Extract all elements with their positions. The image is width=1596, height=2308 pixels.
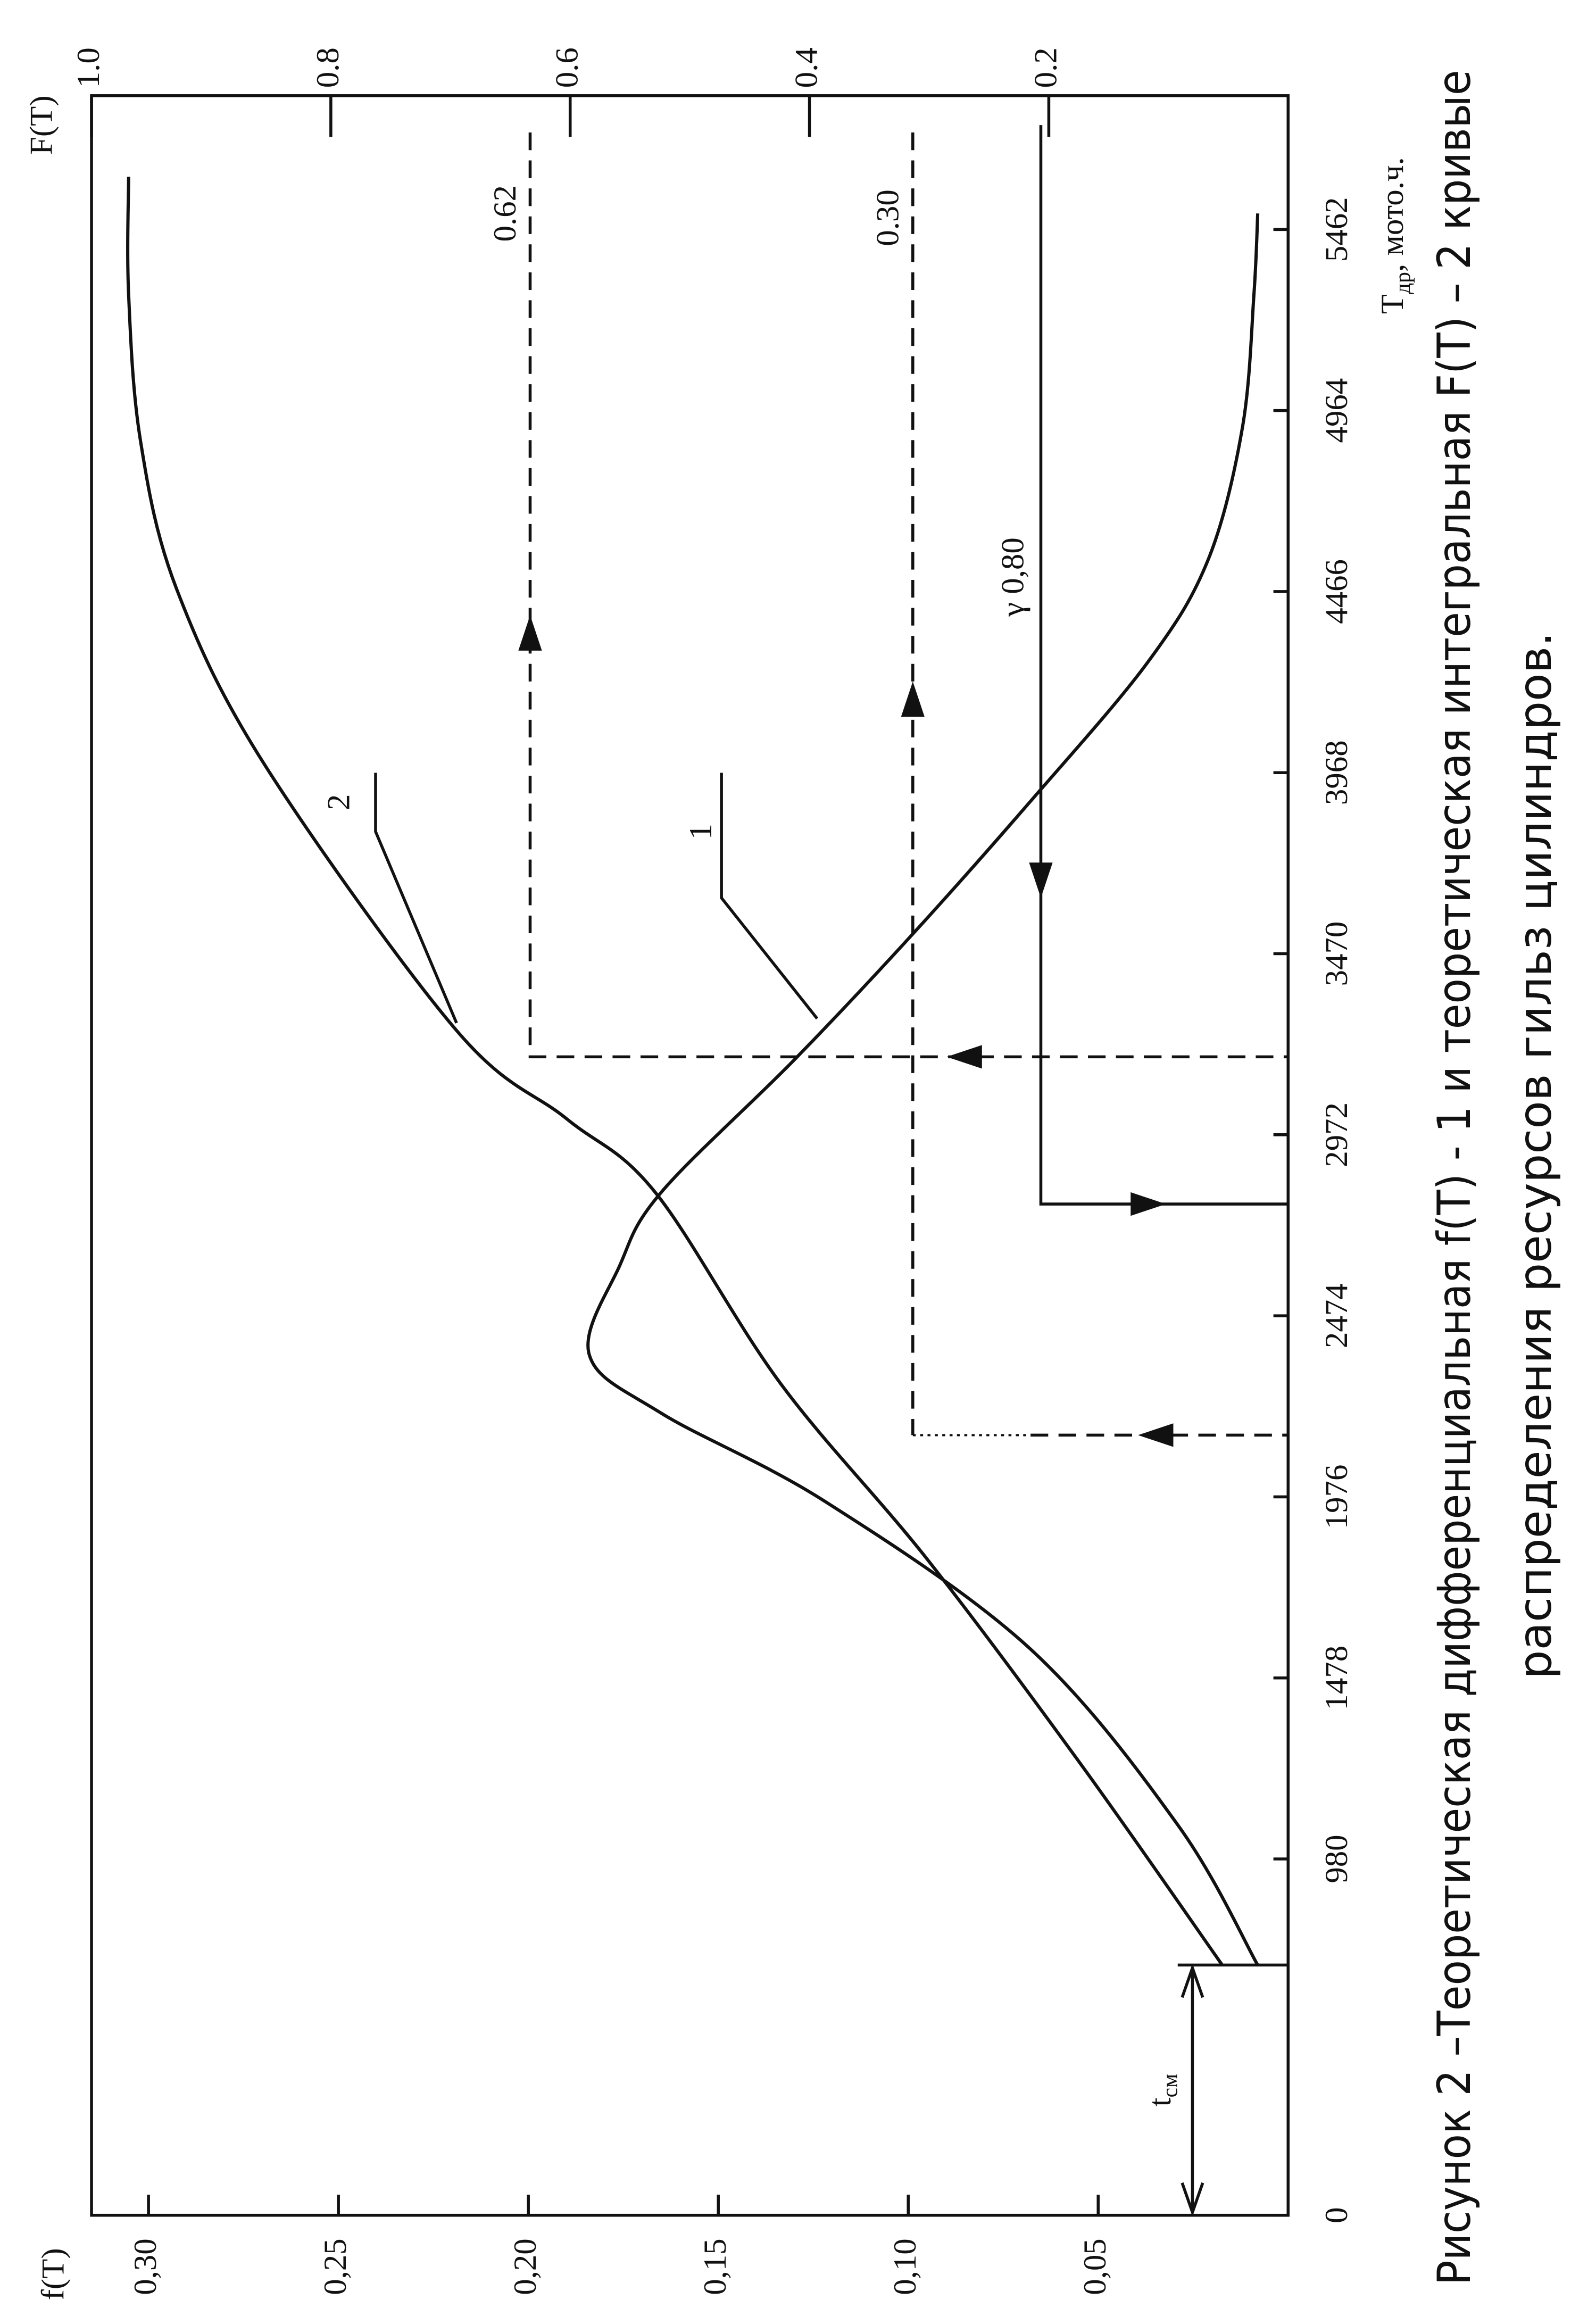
construction-line <box>528 132 1289 1059</box>
annotation: 0.62 <box>487 185 523 242</box>
arrow-head <box>1130 1192 1166 1216</box>
x-tick-label: 2972 <box>1319 1102 1354 1167</box>
construction-line <box>1039 125 1289 1206</box>
x-tick-label: 4466 <box>1319 559 1354 624</box>
y2-tick-label: 0.2 <box>1028 47 1063 88</box>
y-tick-label: 0,25 <box>318 2238 353 2295</box>
annotation: tсм <box>1142 2074 1182 2107</box>
x-tick-label: 3470 <box>1319 921 1354 986</box>
x-axis-title-sub: др <box>1390 272 1414 294</box>
y2-axis-title: F(T) <box>23 95 59 155</box>
x-tick-label: 980 <box>1319 1834 1354 1883</box>
arrow-head <box>1181 1963 1204 2217</box>
x-tick-label: 1478 <box>1319 1646 1354 1711</box>
annotation: γ 0,80 <box>995 537 1030 617</box>
curve <box>126 177 1224 1966</box>
annotation-sub: см <box>1157 2074 1182 2098</box>
curve <box>586 213 1260 1966</box>
y-tick-label: 0,05 <box>1077 2238 1113 2295</box>
y2-tick-label: 1.0 <box>71 47 106 88</box>
arrow-head <box>1138 1423 1174 1447</box>
x-tick-label: 5462 <box>1319 197 1354 262</box>
x-tick-label: 2474 <box>1319 1283 1354 1348</box>
arrow-head <box>901 681 925 717</box>
x-tick-label: 3968 <box>1319 740 1354 805</box>
y-tick-label: 0,15 <box>697 2238 733 2295</box>
x-axis-title: Tдр, мото.ч. <box>1375 157 1414 314</box>
x-axis-title-main: T <box>1375 294 1410 314</box>
x-axis-title-suffix: , мото.ч. <box>1375 157 1410 272</box>
curve-label: 2 <box>321 794 356 810</box>
plot-frame <box>90 94 1290 2217</box>
caption: распределения ресурсов гильз цилиндров. <box>1509 632 1562 1679</box>
y2-tick-label: 0.4 <box>789 47 825 88</box>
y-axis-title: f(T) <box>36 2248 71 2300</box>
pointer-line <box>720 773 819 1020</box>
curve-label: 1 <box>683 824 719 840</box>
arrow-head <box>518 615 542 651</box>
arrow-head <box>1029 862 1053 898</box>
x-tick-label: 4964 <box>1319 378 1354 443</box>
x-tick-label: 0 <box>1319 2207 1354 2223</box>
pointer-line <box>374 773 458 1024</box>
annotation: 0.30 <box>870 189 905 246</box>
annotation-text: t <box>1142 2097 1178 2106</box>
arrow-head <box>946 1045 982 1069</box>
x-tick-label: 1976 <box>1319 1465 1354 1530</box>
caption: Рисунок 2 –Теоретическая дифференциальна… <box>1428 70 1481 2285</box>
y2-tick-label: 0.8 <box>310 47 346 88</box>
y-tick-label: 0,30 <box>128 2238 163 2295</box>
y2-tick-label: 0.6 <box>550 47 585 88</box>
y-tick-label: 0,10 <box>887 2238 923 2295</box>
y-tick-label: 0,20 <box>508 2238 543 2295</box>
